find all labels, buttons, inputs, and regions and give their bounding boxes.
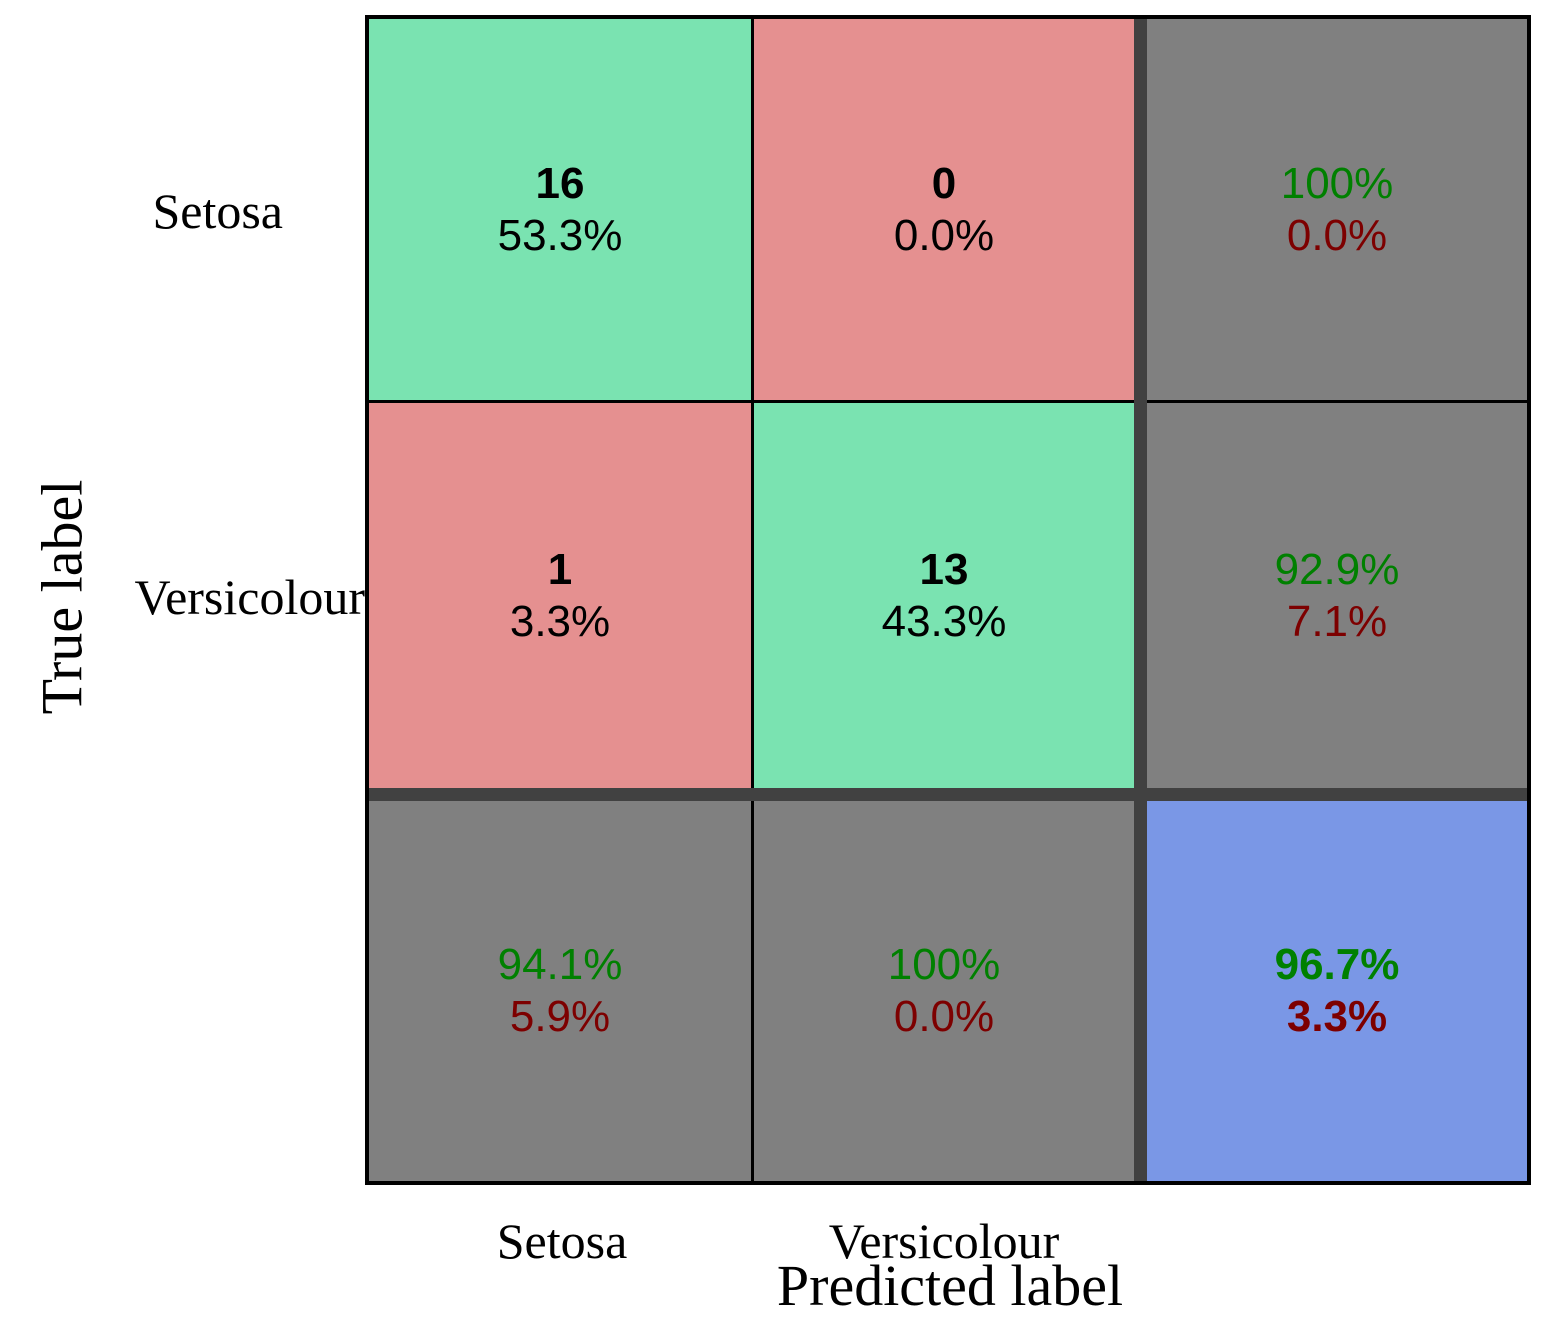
y-axis-label: True label: [29, 479, 95, 715]
cell-percent: 0.0%: [893, 210, 995, 260]
column-summary-setosa: 94.1% 5.9%: [369, 801, 754, 1181]
cell-count: 16: [535, 158, 585, 208]
cell-count: 0: [931, 158, 957, 208]
x-tick-setosa: Setosa: [496, 1213, 628, 1269]
y-tick-versicolour: Versicolour: [134, 569, 366, 625]
miss-percent: 7.1%: [1286, 596, 1388, 646]
confusion-matrix-grid: 16 53.3% 0 0.0% 100% 0.0% 1 3.3% 13 43.3…: [365, 15, 1531, 1185]
cell-percent: 43.3%: [881, 596, 1007, 646]
y-tick-setosa: Setosa: [152, 183, 283, 239]
recall-percent: 100%: [1280, 158, 1394, 208]
column-summary-versicolour: 100% 0.0%: [754, 801, 1134, 1181]
cell-percent: 3.3%: [509, 596, 611, 646]
x-tick-versicolour: Versicolour: [828, 1213, 1060, 1269]
error-percent: 3.3%: [1286, 992, 1388, 1041]
false-discovery-percent: 5.9%: [509, 992, 611, 1041]
cell-true-setosa-pred-versicolour: 0 0.0%: [754, 19, 1134, 403]
cell-true-versicolour-pred-setosa: 1 3.3%: [369, 403, 754, 788]
cell-count: 13: [919, 544, 969, 594]
recall-percent: 92.9%: [1274, 544, 1400, 594]
precision-percent: 100%: [887, 940, 1001, 989]
precision-percent: 94.1%: [497, 940, 623, 989]
overall-accuracy-cell: 96.7% 3.3%: [1147, 801, 1527, 1181]
x-axis-label: Predicted label: [776, 1253, 1124, 1318]
cell-count: 1: [547, 544, 573, 594]
accuracy-percent: 96.7%: [1274, 940, 1400, 989]
row-summary-versicolour: 92.9% 7.1%: [1147, 403, 1527, 788]
cell-percent: 53.3%: [497, 210, 623, 260]
false-discovery-percent: 0.0%: [893, 992, 995, 1041]
cell-true-setosa-pred-setosa: 16 53.3%: [369, 19, 754, 403]
cell-true-versicolour-pred-versicolour: 13 43.3%: [754, 403, 1134, 788]
miss-percent: 0.0%: [1286, 210, 1388, 260]
row-summary-setosa: 100% 0.0%: [1147, 19, 1527, 403]
